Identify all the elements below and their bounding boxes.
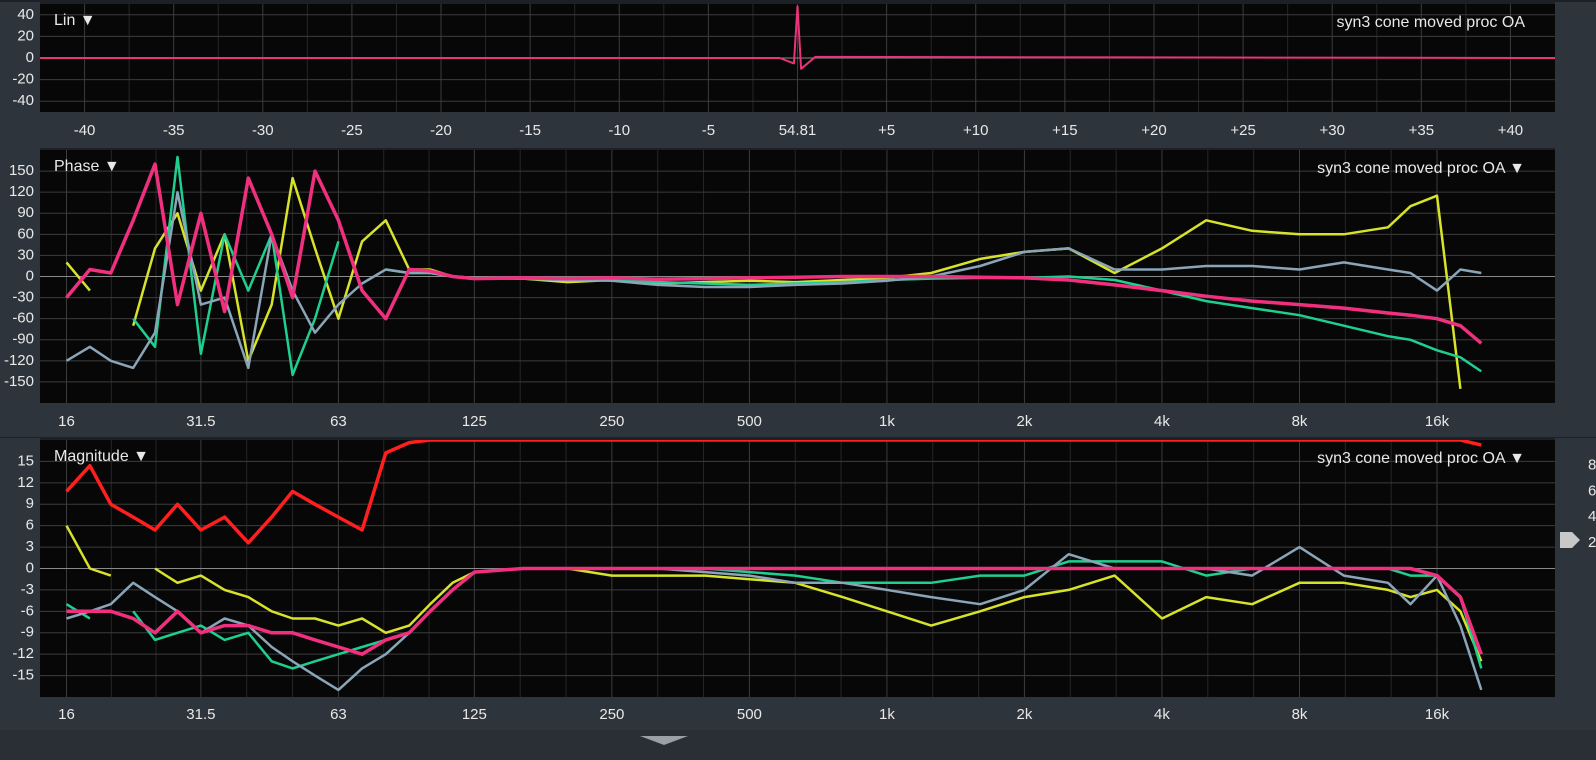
trace	[40, 5, 1555, 70]
x-tick-label: -5	[702, 122, 715, 139]
y-tick-label: -150	[4, 373, 34, 390]
x-tick-label: 2k	[1017, 413, 1033, 430]
y-tick-label: 6	[26, 517, 34, 534]
panel-title: Lin ▼	[54, 12, 96, 29]
x-tick-label: 16k	[1425, 706, 1450, 723]
trace	[65, 190, 1482, 370]
trace	[65, 176, 1462, 390]
y-tick-label: 0	[26, 267, 34, 284]
axis-strip	[1555, 2, 1596, 148]
x-tick-label: 4k	[1154, 706, 1170, 723]
axis-strip	[40, 697, 1555, 730]
y-tick-label: 120	[9, 183, 34, 200]
trace-label: syn3 cone moved proc OA	[1336, 14, 1525, 31]
y-tick-label: 20	[17, 27, 34, 44]
x-tick-label: 1k	[879, 706, 895, 723]
y-tick-label: 60	[17, 225, 34, 242]
x-tick-label: 8k	[1292, 706, 1308, 723]
y-tick-label: -12	[12, 645, 34, 662]
trace-label: syn3 cone moved proc OA ▼	[1317, 160, 1525, 177]
y-tick-label: 30	[17, 246, 34, 263]
x-tick-label: +10	[963, 122, 988, 139]
axis-strip	[40, 403, 1555, 437]
panel-title: Magnitude ▼	[54, 448, 149, 465]
y2-tick-label: 8	[1588, 457, 1596, 474]
x-tick-label: 63	[330, 413, 347, 430]
x-tick-label: -20	[430, 122, 452, 139]
x-tick-label: -30	[252, 122, 274, 139]
y-tick-label: -60	[12, 310, 34, 327]
y2-tick-label: 4	[1588, 508, 1596, 525]
x-tick-label: 4k	[1154, 413, 1170, 430]
x-tick-label: +35	[1409, 122, 1434, 139]
x-tick-label: +40	[1498, 122, 1523, 139]
axis-strip	[1555, 438, 1596, 730]
y-tick-label: 0	[26, 49, 34, 66]
y-tick-label: -9	[21, 624, 34, 641]
x-tick-label: 54.81	[779, 122, 817, 139]
y2-tick-label: 2	[1588, 534, 1596, 551]
x-tick-label: 31.5	[186, 706, 215, 723]
y-tick-label: -6	[21, 602, 34, 619]
trace-label: syn3 cone moved proc OA ▼	[1317, 450, 1525, 467]
y-tick-label: 15	[17, 452, 34, 469]
x-tick-label: -15	[519, 122, 541, 139]
x-tick-label: +15	[1052, 122, 1077, 139]
y-tick-label: 9	[26, 495, 34, 512]
x-tick-label: +20	[1141, 122, 1166, 139]
x-tick-label: +30	[1319, 122, 1344, 139]
axis-strip	[0, 438, 40, 730]
panel-title: Phase ▼	[54, 158, 120, 175]
x-tick-label: 1k	[879, 413, 895, 430]
x-tick-label: 2k	[1017, 706, 1033, 723]
x-tick-label: 500	[737, 413, 762, 430]
x-tick-label: -10	[608, 122, 630, 139]
x-tick-label: 250	[599, 706, 624, 723]
y-tick-label: -3	[21, 581, 34, 598]
trace	[66, 566, 1483, 656]
axis-strip	[40, 112, 1555, 148]
marker-handle[interactable]	[1560, 532, 1580, 548]
axis-strip	[0, 2, 40, 148]
x-tick-label: 63	[330, 706, 347, 723]
x-tick-label: -40	[74, 122, 96, 139]
y-tick-label: 0	[26, 559, 34, 576]
y-tick-label: -90	[12, 331, 34, 348]
trace	[65, 162, 1483, 345]
axis-strip	[1555, 148, 1596, 437]
x-tick-label: -25	[341, 122, 363, 139]
y-tick-label: 150	[9, 162, 34, 179]
y-tick-label: -30	[12, 289, 34, 306]
y-tick-label: 40	[17, 6, 34, 23]
x-tick-label: 31.5	[186, 413, 215, 430]
y-tick-label: 12	[17, 474, 34, 491]
bottom-bar	[0, 730, 1596, 760]
y2-tick-label: 6	[1588, 482, 1596, 499]
y-tick-label: 90	[17, 204, 34, 221]
y-tick-label: 3	[26, 538, 34, 555]
x-tick-label: 250	[599, 413, 624, 430]
trace	[65, 440, 1482, 545]
x-tick-label: 16	[58, 413, 75, 430]
x-tick-label: -35	[163, 122, 185, 139]
x-tick-label: +5	[878, 122, 895, 139]
x-tick-label: 8k	[1292, 413, 1308, 430]
axis-strip	[0, 148, 40, 437]
collapse-handle[interactable]	[640, 736, 688, 745]
x-tick-label: +25	[1230, 122, 1255, 139]
x-tick-label: 16k	[1425, 413, 1450, 430]
y-tick-label: -15	[12, 667, 34, 684]
x-tick-label: 16	[58, 706, 75, 723]
trace	[65, 525, 1483, 662]
x-tick-label: 125	[462, 706, 487, 723]
y-tick-label: -40	[12, 92, 34, 109]
x-tick-label: 500	[737, 706, 762, 723]
y-tick-label: -20	[12, 71, 34, 88]
x-tick-label: 125	[462, 413, 487, 430]
y-tick-label: -120	[4, 352, 34, 369]
